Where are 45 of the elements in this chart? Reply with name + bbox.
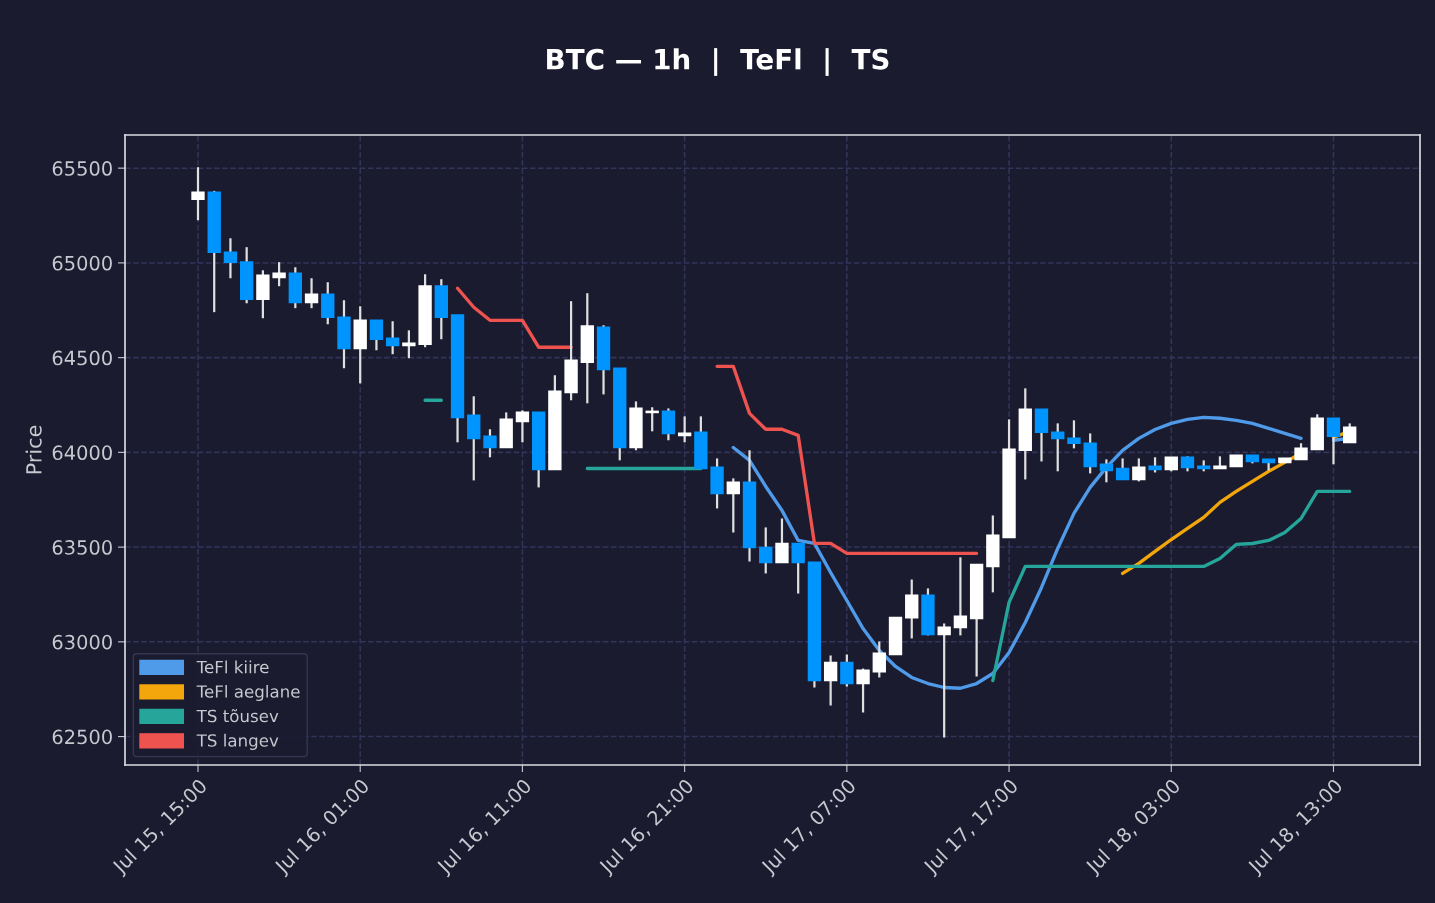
candlestick [369, 319, 384, 352]
candlestick [1034, 408, 1049, 463]
candlestick [1132, 457, 1146, 483]
candlestick [1051, 422, 1065, 473]
candlestick [1099, 458, 1114, 484]
candlestick [661, 407, 676, 442]
candlestick [759, 526, 773, 575]
candlestick [1115, 457, 1130, 481]
candlestick [483, 428, 497, 459]
y-tick-label: 65500 [52, 161, 112, 176]
y-tick-label: 64000 [52, 445, 112, 461]
y-tick-label: 64500 [52, 350, 112, 366]
y-axis-title: Price [25, 425, 42, 474]
legend-label: TS langev [196, 733, 279, 750]
y-tick-label: 63500 [52, 540, 112, 555]
candlestick [467, 395, 481, 482]
candlestick [937, 622, 951, 739]
candlestick [726, 477, 740, 534]
y-tick-label: 62500 [52, 729, 112, 745]
chart-title: BTC — 1h | TeFl | TS [547, 48, 889, 76]
y-tick-label: 63000 [52, 634, 112, 650]
candlestick [1343, 422, 1357, 444]
candlestick [872, 640, 886, 679]
candlestick [191, 166, 205, 222]
candlestick [272, 261, 286, 288]
candlestick [775, 517, 789, 564]
candlestick [856, 667, 870, 714]
legend-label: TeFl aeglane [196, 684, 300, 702]
y-tick-label: 65000 [52, 255, 112, 271]
candlestick [515, 409, 530, 444]
legend-label: TeFl kiire [196, 660, 269, 674]
candlestick [791, 542, 805, 595]
candlestick [304, 277, 319, 310]
candlestick [1326, 417, 1341, 466]
candlestick [321, 281, 335, 326]
candlestick [953, 556, 968, 637]
candlestick [823, 654, 838, 707]
candlestick [1067, 419, 1081, 450]
candlestick [905, 578, 919, 640]
candlestick [223, 237, 238, 280]
candlestick [1083, 432, 1097, 475]
candlestick [385, 320, 400, 356]
candlestick [402, 329, 416, 360]
legend-label: TS tõusev [196, 709, 279, 723]
candlestick [840, 653, 854, 688]
